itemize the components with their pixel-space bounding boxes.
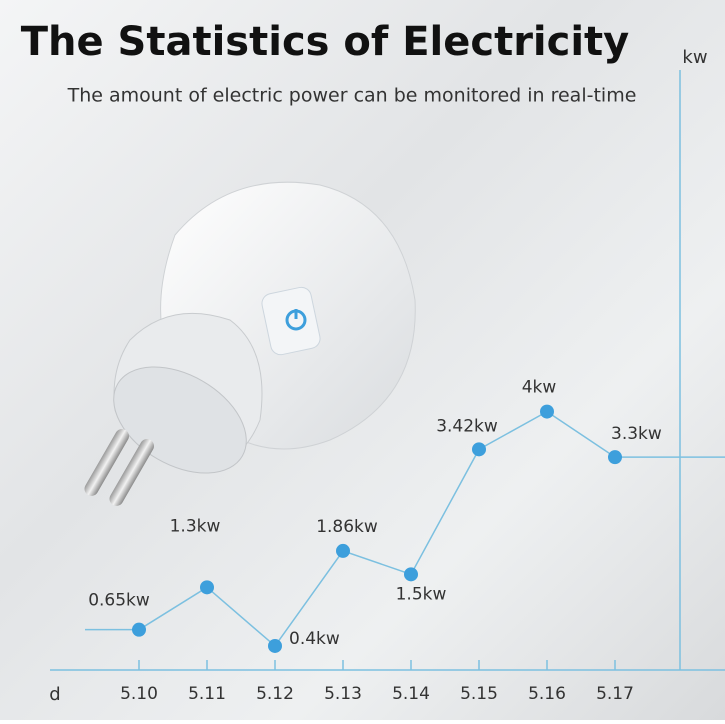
y-axis-label: kw	[682, 47, 707, 68]
subtitle: The amount of electric power can be moni…	[67, 85, 637, 107]
data-label: 0.65kw	[88, 591, 150, 611]
data-label: 3.42kw	[436, 416, 498, 436]
x-tick-label: 5.14	[392, 684, 430, 704]
x-tick-label: 5.13	[324, 684, 362, 704]
smart-plug-image	[84, 181, 416, 506]
x-tick-label: 5.15	[460, 684, 498, 704]
data-point	[132, 622, 146, 637]
title: The Statistics of Electricity	[21, 19, 630, 65]
data-label: 1.5kw	[396, 584, 447, 604]
series-line	[138, 410, 616, 648]
data-point	[268, 638, 282, 653]
x-tick-label: 5.17	[596, 684, 634, 704]
data-label: 3.3kw	[611, 424, 662, 444]
x-tick-label: 5.16	[528, 684, 566, 704]
data-point	[540, 404, 554, 419]
data-label: 0.4kw	[289, 629, 340, 649]
x-tick-label: 5.10	[120, 684, 158, 704]
x-tick-label: 5.12	[256, 684, 294, 704]
data-label: 4kw	[522, 378, 557, 398]
data-point	[336, 543, 350, 558]
data-label: 1.3kw	[170, 516, 221, 536]
x-axis-label: d	[49, 684, 60, 705]
plot: 5.10 5.11 5.12 5.13 5.14 5.15 5.16 5.17 0.65kw 1.…	[85, 378, 725, 704]
data-label: 1.86kw	[316, 517, 378, 537]
data-point	[404, 567, 418, 582]
data-point	[200, 580, 214, 595]
x-tick-label: 5.11	[188, 684, 226, 704]
data-point	[608, 450, 622, 465]
data-point	[472, 442, 486, 457]
